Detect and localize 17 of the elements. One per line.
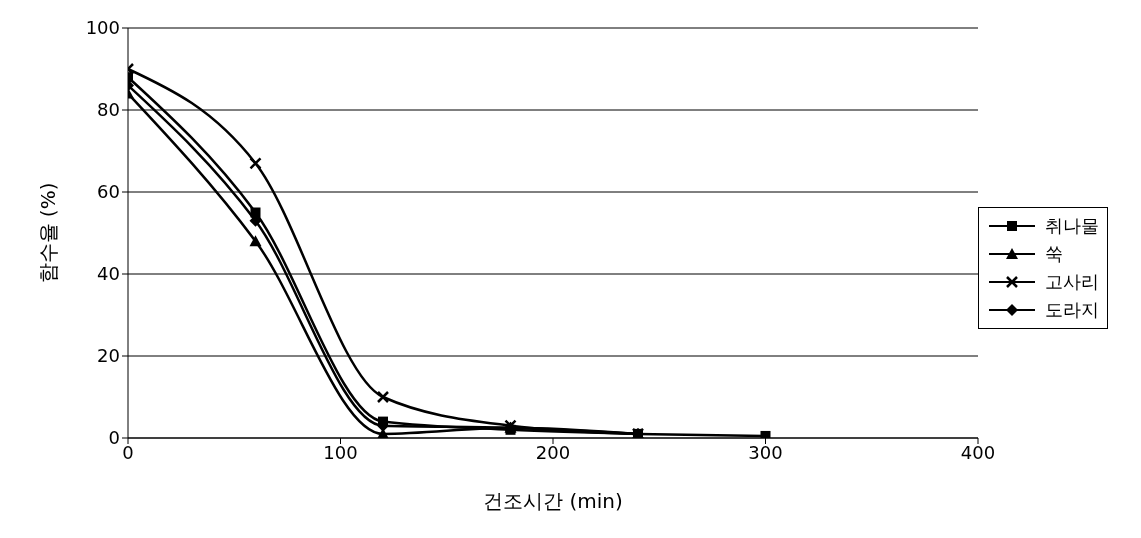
legend-label: 취나물 [1045, 214, 1099, 238]
y-tick-label: 60 [97, 181, 120, 203]
y-tick-label: 0 [108, 427, 120, 449]
x-tick-label: 0 [122, 441, 134, 463]
x-axis-title: 건조시간 (min) [483, 489, 623, 513]
legend-label: 고사리 [1045, 270, 1099, 294]
y-tick-label: 20 [97, 345, 120, 367]
x-tick-label: 300 [748, 441, 783, 463]
legend-label: 쑥 [1045, 242, 1063, 266]
y-tick-label: 100 [85, 17, 120, 39]
y-tick-label: 40 [97, 263, 120, 285]
x-tick-label: 200 [535, 441, 571, 463]
x-tick-label: 400 [960, 441, 996, 463]
y-tick-label: 80 [97, 99, 120, 121]
x-tick-label: 100 [323, 441, 358, 463]
legend-label: 도라지 [1045, 298, 1099, 322]
y-axis-title: 함수율 (%) [36, 182, 61, 284]
